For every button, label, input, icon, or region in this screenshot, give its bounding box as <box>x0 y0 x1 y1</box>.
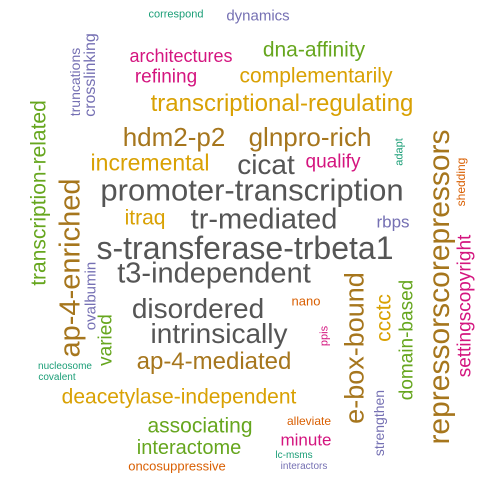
word: settingscopyright <box>454 234 476 378</box>
word: adapt <box>393 138 406 166</box>
word: intrinsically <box>150 318 288 349</box>
word: refining <box>134 66 198 88</box>
word: ccctc <box>372 294 396 342</box>
word: cicat <box>237 149 295 180</box>
word: nucleosome <box>38 361 92 372</box>
word: promoter-transcription <box>100 172 404 208</box>
word: disordered <box>131 293 265 324</box>
word: shedding <box>454 157 468 207</box>
word: interactors <box>280 461 328 472</box>
word: e-box-bound <box>339 272 370 424</box>
word: nano <box>291 293 321 309</box>
word: ap-4-enriched <box>54 178 87 358</box>
word: correspond <box>148 8 204 21</box>
word: architectures <box>129 46 233 66</box>
word: interactome <box>136 437 242 459</box>
word: covalent <box>38 372 76 383</box>
word: strengthen <box>371 389 387 457</box>
word: crosslinking <box>82 33 99 117</box>
word: truncations <box>67 47 83 117</box>
word: oncosuppressive <box>128 458 226 474</box>
word: dna-affinity <box>262 38 366 62</box>
word: lc-msms <box>275 450 313 461</box>
word: repressorscorepressors <box>423 129 456 445</box>
word: associating <box>147 414 253 438</box>
word: glnpro-rich <box>248 122 372 152</box>
word: tr-mediated <box>190 203 338 236</box>
word: t3-independent <box>117 257 311 290</box>
word: dynamics <box>226 7 290 25</box>
word: complementarily <box>239 64 393 88</box>
word: hdm2-p2 <box>122 122 226 152</box>
word: s-transferase-trbeta1 <box>96 230 394 266</box>
word: ap-4-mediated <box>136 348 292 375</box>
word: varied <box>95 314 117 366</box>
word: transcription-related <box>27 100 51 286</box>
word: rbps <box>376 212 410 232</box>
word: incremental <box>90 149 210 176</box>
word: domain-based <box>396 279 418 401</box>
word: ppis <box>318 325 331 347</box>
word: transcriptional-regulating <box>150 90 414 117</box>
word: minute <box>280 430 332 450</box>
word: itraq <box>124 206 166 230</box>
word: alleviate <box>286 414 332 428</box>
word: qualify <box>305 151 361 173</box>
word: deacetylase-independent <box>61 385 297 409</box>
